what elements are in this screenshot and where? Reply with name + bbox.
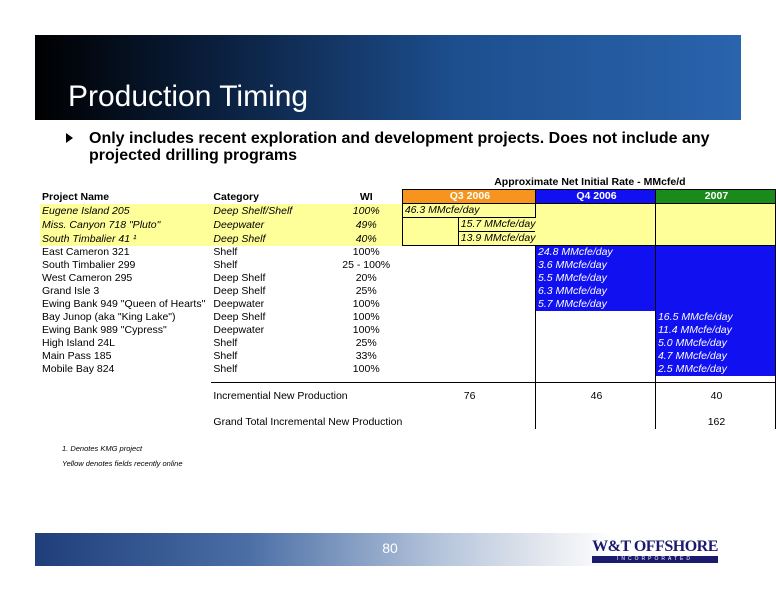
project-category: Deepwater (213, 324, 265, 336)
header-wi: WI (359, 190, 373, 203)
project-wi: 100% (352, 246, 380, 258)
logo-sub: INCORPORATED (592, 556, 718, 563)
table-row: Miss. Canyon 718 "Pluto" Deepwater 49% 1… (40, 217, 776, 232)
project-wi: 25% (355, 337, 377, 349)
project-category: Deep Shelf (213, 285, 266, 297)
project-category: Shelf (213, 259, 238, 271)
table-row: Mobile Bay 824 Shelf 100% 2.5 MMcfe/day (40, 363, 776, 376)
project-category: Deep Shelf (211, 231, 332, 246)
rate-q4: 3.6 MMcfe/day (535, 259, 656, 272)
project-wi: 100% (331, 203, 400, 218)
page-title: Production Timing (68, 80, 309, 113)
header-category: Category (213, 190, 259, 203)
project-name: Miss. Canyon 718 "Pluto" (40, 217, 212, 232)
rate-2007: 11.4 MMcfe/day (655, 324, 776, 337)
header-band (35, 35, 741, 120)
header-2007: 2007 (654, 189, 776, 204)
table-row: Ewing Bank 949 "Queen of Hearts" Deepwat… (40, 298, 776, 311)
logo-name: W&T OFFSHORE (592, 538, 718, 555)
header-q3-2006: Q3 2006 (401, 189, 536, 204)
project-category: Deep Shelf (213, 311, 266, 323)
project-wi: 100% (352, 363, 380, 375)
page-number: 80 (382, 540, 398, 556)
project-category: Shelf (213, 363, 238, 375)
rate-2007: 16.5 MMcfe/day (655, 311, 776, 324)
rate-q3: 46.3 MMcfe/day (401, 203, 536, 218)
project-category: Deepwater (211, 217, 332, 232)
table-row: Main Pass 185 Shelf 33% 4.7 MMcfe/day (40, 350, 776, 363)
table-row: Eugene Island 205 Deep Shelf/Shelf 100% … (40, 203, 776, 218)
rate-2007: 5.0 MMcfe/day (655, 337, 776, 350)
incremental-q4: 46 (535, 382, 656, 403)
project-wi: 25% (355, 285, 377, 297)
project-name: East Cameron 321 (42, 246, 130, 258)
project-category: Shelf (213, 350, 238, 362)
project-wi: 33% (355, 350, 377, 362)
table-row: East Cameron 321 Shelf 100% 24.8 MMcfe/d… (40, 245, 776, 259)
grand-total-label: Grand Total Incremental New Production (213, 416, 403, 428)
rate-q4: 6.3 MMcfe/day (535, 285, 656, 298)
project-wi: 49% (331, 217, 400, 232)
header-q4-2006: Q4 2006 (534, 189, 656, 204)
footnote-kmg: 1. Denotes KMG project (62, 444, 143, 453)
rate-2007: 4.7 MMcfe/day (655, 350, 776, 363)
project-wi: 40% (331, 231, 400, 246)
table-row: South Timbalier 41 ¹ Deep Shelf 40% 13.9… (40, 231, 776, 246)
project-name: High Island 24L (42, 337, 115, 349)
project-name: Ewing Bank 989 "Cypress" (42, 324, 167, 336)
project-name: West Cameron 295 (42, 272, 133, 284)
project-category: Deepwater (213, 298, 265, 310)
project-name: Grand Isle 3 (42, 285, 100, 297)
project-wi: 100% (352, 324, 380, 336)
rate-title: Approximate Net Initial Rate - MMcfe/d (494, 176, 686, 188)
rate-2007: 2.5 MMcfe/day (655, 363, 776, 376)
rate-q4: 5.5 MMcfe/day (535, 272, 656, 285)
project-name: Ewing Bank 949 "Queen of Hearts" (42, 298, 206, 310)
project-name: Bay Junop (aka "King Lake") (42, 311, 176, 323)
incremental-label: Incremential New Production (211, 382, 400, 403)
table-row: West Cameron 295 Deep Shelf 20% 5.5 MMcf… (40, 272, 776, 285)
table-row: Bay Junop (aka "King Lake") Deep Shelf 1… (40, 311, 776, 324)
table-row: South Timbalier 299 Shelf 25 - 100% 3.6 … (40, 259, 776, 272)
project-wi: 20% (355, 272, 377, 284)
bullet-text: Only includes recent exploration and dev… (89, 130, 710, 164)
project-category: Deep Shelf/Shelf (211, 203, 332, 218)
project-name: Mobile Bay 824 (42, 363, 115, 375)
project-category: Shelf (213, 337, 238, 349)
project-wi: 25 - 100% (342, 259, 391, 271)
incremental-row: Incremential New Production 76 46 40 (40, 382, 776, 403)
project-name: South Timbalier 41 ¹ (40, 231, 212, 246)
project-name: South Timbalier 299 (42, 259, 136, 271)
incremental-2007: 40 (655, 382, 776, 403)
project-name: Main Pass 185 (42, 350, 112, 362)
bullet-arrow-icon (66, 133, 73, 143)
project-wi: 100% (352, 298, 380, 310)
rate-q3: 15.7 MMcfe/day (457, 217, 536, 232)
table-row: High Island 24L Shelf 25% 5.0 MMcfe/day (40, 337, 776, 350)
project-category: Shelf (213, 246, 238, 258)
rate-q4: 5.7 MMcfe/day (535, 298, 656, 311)
header-project: Project Name (42, 190, 110, 203)
production-table: Approximate Net Initial Rate - MMcfe/d P… (40, 176, 776, 429)
project-category: Deep Shelf (213, 272, 266, 284)
project-name: Eugene Island 205 (40, 203, 212, 218)
rate-q4: 24.8 MMcfe/day (535, 245, 656, 259)
table-row: Ewing Bank 989 "Cypress" Deepwater 100% … (40, 324, 776, 337)
project-wi: 100% (352, 311, 380, 323)
company-logo: W&T OFFSHORE INCORPORATED (592, 538, 718, 564)
grand-total-value: 162 (655, 409, 776, 429)
rate-q3: 13.9 MMcfe/day (457, 231, 536, 246)
footnote-yellow: Yellow denotes fields recently online (62, 459, 183, 468)
incremental-q3: 76 (402, 382, 536, 403)
grand-total-row: Grand Total Incremental New Production 1… (40, 409, 776, 429)
table-row: Grand Isle 3 Deep Shelf 25% 6.3 MMcfe/da… (40, 285, 776, 298)
